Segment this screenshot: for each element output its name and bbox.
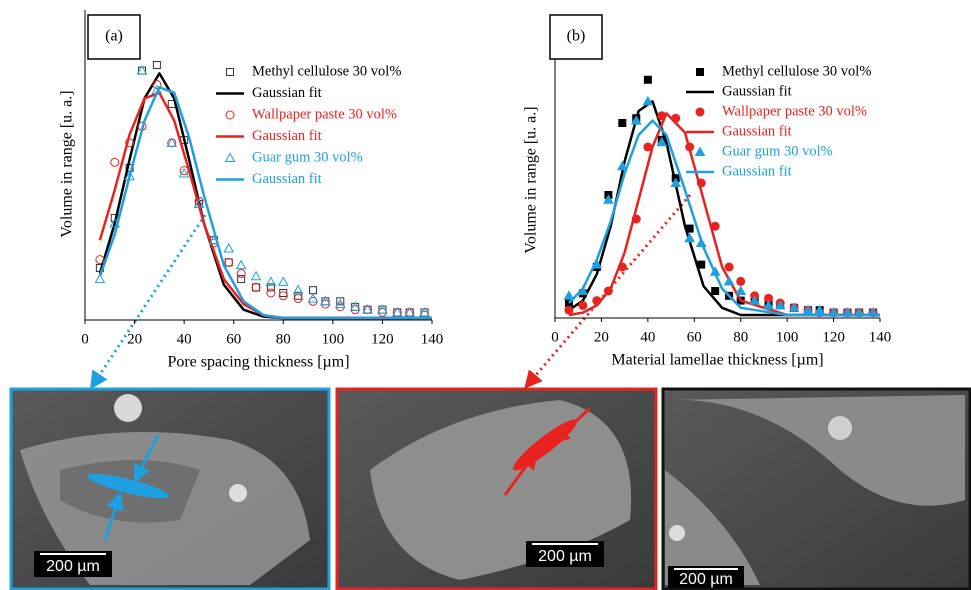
y-axis-label: Volume in range [u. a.] (523, 106, 540, 253)
point (252, 283, 260, 291)
point (224, 244, 233, 252)
legend-label: Gaussian fit (722, 163, 792, 179)
point (153, 62, 160, 69)
scale-label: 200 µm (679, 571, 733, 588)
x-tick-label: 80 (733, 329, 748, 345)
x-tick-label: 40 (640, 329, 655, 345)
micrograph-blue: 200 µm (11, 389, 329, 589)
x-tick-label: 120 (371, 331, 394, 347)
micrograph-red: 200 µm (337, 389, 656, 589)
legend-label: Methyl cellulose 30 vol% (252, 63, 401, 79)
scale-label: 200 µm (538, 548, 592, 565)
legend-label: Wallpaper paste 30 vol% (722, 103, 867, 119)
point (725, 277, 734, 285)
legend-label: Gaussian fit (722, 83, 792, 99)
x-axis-label: Pore spacing thickness [µm] (167, 354, 349, 371)
legend-label: Guar gum 30 vol% (252, 149, 363, 165)
point (294, 295, 302, 303)
point (237, 261, 246, 269)
point (279, 292, 287, 300)
x-tick-label: 60 (226, 331, 241, 347)
x-tick-label: 0 (81, 331, 89, 347)
point (310, 287, 317, 294)
legend-symbol (696, 148, 705, 156)
point (225, 259, 232, 266)
scale-label: 200 µm (46, 558, 100, 575)
x-tick-label: 100 (322, 331, 345, 347)
x-tick-label: 20 (594, 329, 609, 345)
point (712, 288, 719, 295)
legend-symbol (697, 69, 704, 76)
x-tick-label: 100 (776, 329, 799, 345)
point (643, 97, 652, 105)
legend-label: Gaussian fit (252, 128, 322, 144)
legend-symbol (226, 111, 234, 119)
point (267, 289, 275, 297)
x-tick-label: 80 (276, 331, 291, 347)
point (725, 263, 733, 271)
x-tick-label: 20 (127, 331, 142, 347)
legend-symbol (227, 69, 234, 76)
point (96, 256, 104, 264)
panel-label: (a) (105, 28, 123, 45)
legend-symbol (226, 154, 235, 162)
y-axis-label: Volume in range [u. a.] (59, 90, 76, 237)
point (579, 301, 587, 309)
point (736, 287, 745, 295)
legend-label: Gaussian fit (252, 171, 322, 187)
x-tick-label: 120 (822, 329, 845, 345)
x-tick-label: 60 (687, 329, 702, 345)
x-tick-label: 40 (177, 331, 192, 347)
point (737, 277, 745, 285)
micrograph-black: 200 µm (663, 389, 970, 589)
point (253, 284, 260, 291)
legend-label: Gaussian fit (252, 85, 322, 101)
figure: 200 µm 200 µm 200 µm 0 20 40 60 80 100 120 140 P… (0, 0, 971, 590)
legend-label: Guar gum 30 vol% (722, 143, 833, 159)
point (237, 270, 245, 278)
point (252, 272, 261, 280)
point (309, 294, 318, 302)
legend-label: Methyl cellulose 30 vol% (722, 63, 871, 79)
panel-label: (b) (567, 28, 586, 45)
point (111, 158, 119, 166)
legend-label: Gaussian fit (722, 123, 792, 139)
legend-symbol (696, 108, 704, 116)
point (619, 120, 626, 127)
chart: 0 20 40 60 80 100 120 140 Material lamellae thic… (523, 15, 892, 369)
chart: 0 20 40 60 80 100 120 140 Pore spacing thickness… (59, 10, 444, 371)
point (225, 258, 233, 266)
fit-line (100, 93, 432, 318)
point (565, 306, 573, 314)
x-tick-label: 140 (421, 331, 444, 347)
x-tick-label: 140 (869, 329, 892, 345)
point (279, 277, 288, 285)
x-axis-label: Material lamellae thickness [µm] (611, 352, 823, 369)
x-tick-label: 0 (551, 329, 559, 345)
point (644, 76, 651, 83)
legend-label: Wallpaper paste 30 vol% (252, 106, 397, 122)
